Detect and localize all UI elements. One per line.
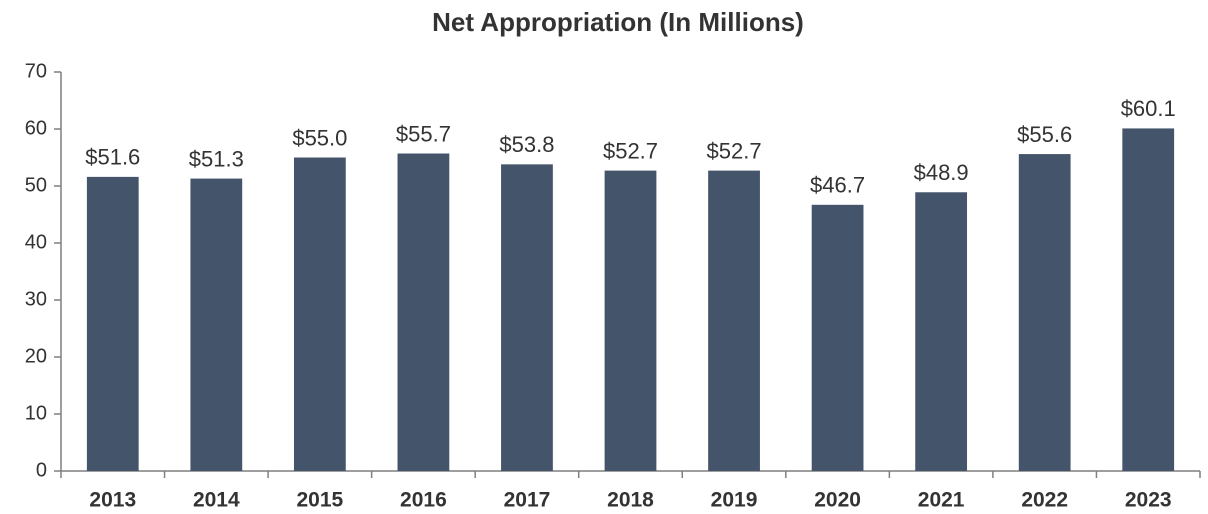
bar — [501, 164, 553, 471]
y-tick-label: 70 — [25, 60, 47, 82]
bar — [708, 170, 760, 472]
y-tick-label: 50 — [25, 174, 47, 196]
value-label: $55.7 — [396, 121, 451, 146]
x-tick-label: 2017 — [504, 489, 551, 512]
x-tick-label: 2023 — [1125, 489, 1172, 512]
y-tick-label: 0 — [36, 459, 47, 481]
chart-title: Net Appropriation (In Millions) — [432, 7, 804, 37]
x-tick-label: 2016 — [400, 489, 447, 512]
value-label: $60.1 — [1121, 96, 1176, 121]
y-tick-label: 20 — [25, 345, 47, 367]
value-label: $55.0 — [292, 125, 347, 150]
x-tick-label: 2019 — [711, 489, 758, 512]
bar — [811, 204, 864, 471]
value-label: $48.9 — [914, 160, 969, 185]
x-tick-label: 2015 — [297, 489, 344, 512]
bar — [86, 176, 139, 471]
y-tick-label: 10 — [25, 402, 47, 424]
y-tick-label: 40 — [25, 231, 47, 253]
y-tick-label: 60 — [25, 117, 47, 139]
x-tick-label: 2021 — [918, 489, 965, 512]
bar — [1018, 154, 1071, 471]
x-tick-label: 2018 — [607, 489, 654, 512]
value-label: $53.8 — [499, 132, 554, 157]
x-tick-label: 2013 — [89, 489, 136, 512]
y-tick-label: 30 — [25, 288, 47, 310]
value-label: $52.7 — [707, 138, 762, 163]
x-tick-label: 2014 — [193, 489, 240, 512]
x-tick-label: 2020 — [814, 489, 861, 512]
bar — [915, 192, 968, 471]
bar — [190, 178, 243, 471]
value-label: $52.7 — [603, 138, 658, 163]
value-label: $51.3 — [189, 146, 244, 171]
value-label: $55.6 — [1017, 122, 1072, 147]
value-label: $51.6 — [85, 145, 140, 170]
bar — [397, 153, 450, 471]
value-label: $46.7 — [810, 173, 865, 198]
bar — [604, 170, 657, 472]
x-tick-label: 2022 — [1021, 489, 1068, 512]
bar — [1122, 128, 1175, 471]
bar — [293, 157, 346, 471]
